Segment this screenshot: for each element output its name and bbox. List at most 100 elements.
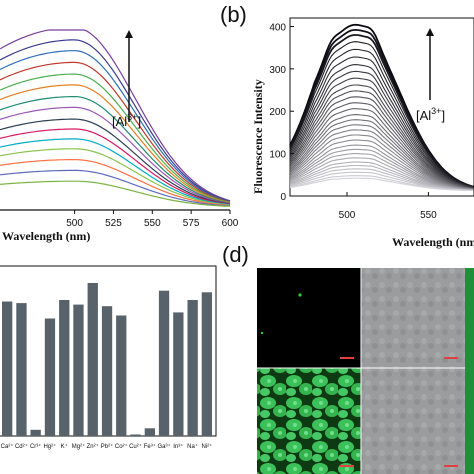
panel-c-bar-chart: Ca²⁺ Cd²⁺ Cr³⁺ Hg²⁺ K⁺ Mg²⁺ Zn²⁺ Pb²⁺ Co²⁺ Cu²⁺ Fe… — [0, 265, 217, 450]
panel-c-bar-7 — [87, 283, 98, 436]
panel-c-bar-12 — [158, 290, 170, 436]
micro-fluorescent-cells — [257, 368, 361, 474]
panel-b-xlabel: Wavelength (nm — [392, 235, 474, 249]
panel-c-category-label: In³⁺ — [173, 443, 183, 450]
panel-b-curves — [289, 23, 474, 192]
panel-c-bar-4 — [44, 318, 56, 436]
panel-b-series-9 — [289, 77, 474, 189]
panel-b-series-4 — [289, 41, 474, 188]
panel-b-ticks: 0 100 200 300 400 500 550 — [269, 22, 437, 221]
panel-c-bar-15 — [201, 292, 212, 436]
micro-dark-field — [257, 268, 361, 368]
micro-speck — [298, 293, 302, 297]
micro-merge-edge — [465, 268, 474, 474]
panel-c-bar-8 — [101, 306, 113, 436]
panel-b-series-5 — [289, 48, 474, 188]
panel-a-series-8 — [0, 106, 231, 205]
panel-c-category-labels: Ca²⁺ Cd²⁺ Cr³⁺ Hg²⁺ K⁺ Mg²⁺ Zn²⁺ Pb²⁺ Co²⁺ Cu²⁺ Fe… — [1, 443, 213, 450]
panel-b-series-18 — [289, 129, 474, 190]
panel-c-bar-11 — [144, 428, 155, 436]
panel-a-series-3 — [0, 50, 231, 203]
panel-b-ytick-label: 200 — [269, 107, 286, 118]
panel-a-series-10 — [0, 128, 231, 205]
panel-b-ytick-label: 100 — [269, 150, 286, 161]
panel-c-category-label: Cu²⁺ — [129, 443, 142, 450]
panel-a-series-7 — [0, 96, 231, 204]
panel-a-series-12 — [0, 148, 231, 206]
panel-b-label: (b) — [220, 2, 247, 27]
panel-c-bar-2 — [16, 303, 27, 436]
panel-c-bar-10 — [130, 434, 141, 436]
panel-a-arrowhead — [125, 30, 133, 38]
panel-a-xtick-label: 575 — [183, 218, 200, 229]
panel-b-spectra: (b) 0 100 200 300 400 500 550 Fluorescence Int… — [220, 2, 474, 249]
panel-b-series-8 — [289, 70, 474, 189]
micro-bright-field-bottom — [361, 368, 465, 474]
panel-b-xtick-label: 550 — [420, 210, 437, 221]
panel-b-annotation: [Al3+] — [416, 106, 445, 123]
panel-b-ylabel: Fluorescence Intensity — [251, 79, 265, 194]
panel-c-category-label: Ca²⁺ — [1, 443, 14, 450]
panel-b-series-14 — [289, 108, 474, 190]
panel-b-arrowhead — [426, 28, 434, 36]
panel-b-series-30 — [289, 177, 474, 192]
panel-c-bar-1 — [2, 301, 13, 436]
panel-c-category-label: Fe³⁺ — [144, 443, 156, 450]
panel-b-series-16 — [289, 119, 474, 190]
panel-b-series-17 — [289, 124, 474, 190]
panel-c-bar-3 — [30, 429, 41, 436]
panel-c-category-label: Mg²⁺ — [72, 443, 86, 450]
panel-c-bar-9 — [116, 315, 127, 436]
panel-b-series-7 — [289, 64, 474, 189]
panel-a-series-14 — [0, 169, 231, 207]
panel-a-series-6 — [0, 84, 231, 204]
micro-scale-bars — [340, 357, 458, 467]
panel-a-series-2 — [0, 39, 231, 202]
panel-d-label: (d) — [222, 242, 249, 267]
panel-a-series-15 — [0, 180, 231, 207]
panel-c-bars — [2, 283, 212, 436]
panel-c-bar-14 — [187, 300, 198, 436]
panel-a-ticks: 500 525 550 575 600 — [66, 210, 239, 229]
panel-b-series-13 — [289, 102, 474, 190]
panel-b-series-10 — [289, 84, 474, 189]
panel-a-series-11 — [0, 138, 231, 206]
panel-b-ytick-label: 400 — [269, 22, 286, 33]
panel-c-category-label: Ni²⁺ — [201, 443, 212, 450]
panel-b-series-11 — [289, 90, 474, 189]
panel-c-category-label: Cr³⁺ — [30, 443, 42, 450]
panel-a-xtick-label: 600 — [222, 218, 239, 229]
panel-b-series-15 — [289, 114, 474, 190]
panel-a-series-4 — [0, 61, 231, 203]
panel-b-series-19 — [289, 134, 474, 190]
panel-b-ytick-label: 300 — [269, 65, 286, 76]
micro-bright-field-top — [361, 268, 465, 368]
panel-c-category-label: Ga³⁺ — [158, 443, 171, 450]
panel-c-bar-13 — [173, 312, 184, 436]
panel-b-series-23 — [289, 153, 474, 191]
micro-speck — [260, 331, 264, 335]
panel-c-category-label: Hg²⁺ — [43, 443, 56, 450]
panel-a-xtick-label: 500 — [66, 218, 83, 229]
panel-a-series-13 — [0, 159, 231, 207]
panel-c-category-label: Zn²⁺ — [87, 443, 99, 450]
panel-a-annotation: [Al3+] — [112, 112, 141, 129]
panel-a-xlabel: Wavelength (nm) — [2, 229, 90, 243]
panel-d-microscopy: (d) — [222, 242, 474, 474]
panel-b-series-6 — [289, 56, 474, 188]
panel-a-series-9 — [0, 118, 231, 205]
panel-a-series-1 — [0, 29, 231, 202]
panel-c-category-label: Co²⁺ — [115, 443, 128, 450]
panel-c-category-label: Cd²⁺ — [15, 443, 28, 450]
panel-b-series-3 — [289, 34, 474, 188]
panel-c-bar-5 — [59, 300, 70, 436]
panel-b-series-12 — [289, 96, 474, 189]
panel-a-xtick-label: 550 — [144, 218, 161, 229]
panel-a-curves — [0, 29, 231, 207]
panel-b-xtick-label: 500 — [339, 210, 356, 221]
panel-b-series-20 — [289, 139, 474, 191]
panel-b-ytick-label: 0 — [280, 192, 286, 203]
panel-a-spectra: 500 525 550 575 600 Wavelength (nm) [Al3+] — [0, 0, 239, 243]
panel-c-category-label: K⁺ — [61, 443, 68, 450]
